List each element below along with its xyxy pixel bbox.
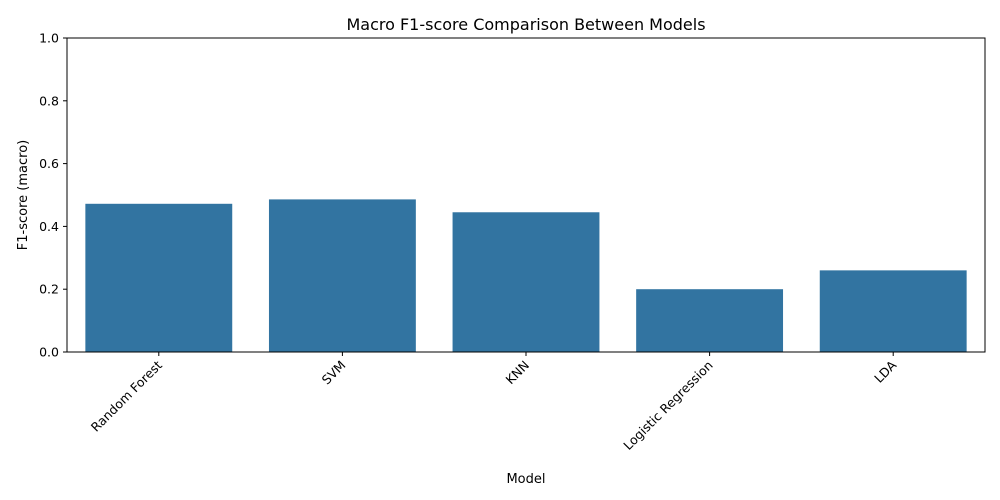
y-tick-label: 0.4: [39, 219, 59, 234]
chart-title: Macro F1-score Comparison Between Models: [346, 15, 705, 34]
x-tick-label: LDA: [871, 357, 900, 386]
y-axis-ticks: 0.0 0.2 0.4 0.6 0.8 1.0: [39, 31, 67, 360]
bar-knn: [452, 212, 600, 352]
bars-layer: [85, 199, 967, 352]
y-tick-label: 0.0: [39, 345, 59, 360]
x-tick-label: KNN: [502, 358, 532, 388]
x-tick-label: Logistic Regression: [620, 358, 715, 453]
y-tick-label: 1.0: [39, 31, 59, 46]
bar-lda: [819, 270, 967, 352]
bar-logistic-regression: [636, 289, 784, 352]
y-tick-label: 0.8: [39, 93, 59, 108]
y-tick-label: 0.2: [39, 282, 59, 297]
y-axis-label: F1-score (macro): [16, 140, 31, 250]
x-tick-label: SVM: [319, 358, 349, 388]
bar-svm: [268, 199, 416, 352]
y-tick-label: 0.6: [39, 156, 59, 171]
x-axis-ticks: Random Forest SVM KNN Logistic Regression LD…: [88, 352, 900, 453]
bar-random-forest: [85, 203, 233, 352]
x-tick-label: Random Forest: [88, 357, 165, 434]
x-axis-label: Model: [506, 472, 545, 487]
